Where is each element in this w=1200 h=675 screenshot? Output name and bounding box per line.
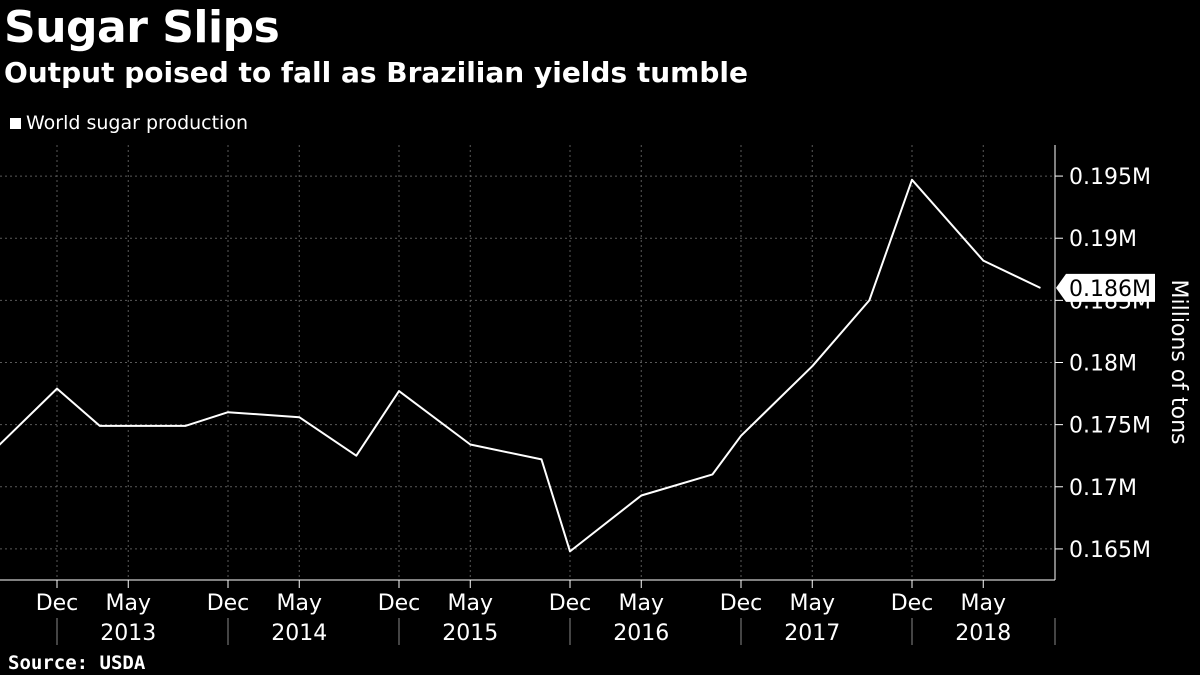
x-month-label: Dec bbox=[549, 591, 592, 616]
data-point bbox=[398, 390, 400, 392]
legend-label: World sugar production bbox=[26, 112, 249, 134]
x-month-label: Dec bbox=[891, 591, 934, 616]
data-point bbox=[982, 260, 984, 262]
chart-title: Sugar Slips bbox=[4, 2, 280, 53]
x-year-label: 2017 bbox=[784, 621, 840, 646]
data-point bbox=[868, 299, 870, 301]
chart-subtitle: Output poised to fall as Brazilian yield… bbox=[4, 56, 748, 89]
data-point bbox=[99, 425, 101, 427]
x-month-label: Dec bbox=[207, 591, 250, 616]
y-axis-title: Millions of tons bbox=[1166, 280, 1191, 445]
data-point bbox=[1039, 287, 1041, 289]
legend-swatch bbox=[10, 117, 21, 129]
legend: World sugar production bbox=[10, 112, 248, 134]
data-point bbox=[911, 179, 913, 181]
x-month-label: May bbox=[277, 591, 322, 616]
y-tick-label: 0.18M bbox=[1069, 352, 1137, 377]
data-point bbox=[184, 425, 186, 427]
data-point bbox=[640, 494, 642, 496]
x-year-label: 2016 bbox=[613, 621, 669, 646]
series-line bbox=[0, 178, 1041, 553]
y-tick-label: 0.195M bbox=[1069, 165, 1151, 190]
data-point bbox=[227, 411, 229, 413]
y-tick-label: 0.19M bbox=[1069, 227, 1137, 252]
x-year-label: 2013 bbox=[100, 621, 156, 646]
x-year-label: 2014 bbox=[271, 621, 327, 646]
source-note: Source: USDA bbox=[8, 652, 146, 674]
data-point bbox=[355, 455, 357, 457]
y-tick-label: 0.175M bbox=[1069, 414, 1151, 439]
x-month-label: Dec bbox=[36, 591, 79, 616]
data-point bbox=[298, 416, 300, 418]
x-month-label: May bbox=[448, 591, 493, 616]
x-month-label: Dec bbox=[720, 591, 763, 616]
data-point bbox=[740, 435, 742, 437]
x-year-label: 2018 bbox=[955, 621, 1011, 646]
data-point bbox=[569, 550, 571, 552]
x-month-label: Dec bbox=[378, 591, 421, 616]
data-point bbox=[56, 388, 58, 390]
y-tick-label: 0.17M bbox=[1069, 476, 1137, 501]
data-point bbox=[469, 444, 471, 446]
x-month-label: May bbox=[961, 591, 1006, 616]
x-month-label: May bbox=[619, 591, 664, 616]
data-point bbox=[811, 365, 813, 367]
data-point bbox=[712, 473, 713, 475]
y-tick-label: 0.165M bbox=[1069, 538, 1151, 563]
last-value-label: 0.186M bbox=[1069, 277, 1151, 302]
x-month-label: May bbox=[106, 591, 151, 616]
last-value-badge bbox=[1056, 273, 1155, 302]
data-point bbox=[541, 458, 542, 460]
x-month-label: May bbox=[790, 591, 835, 616]
x-year-label: 2015 bbox=[442, 621, 498, 646]
